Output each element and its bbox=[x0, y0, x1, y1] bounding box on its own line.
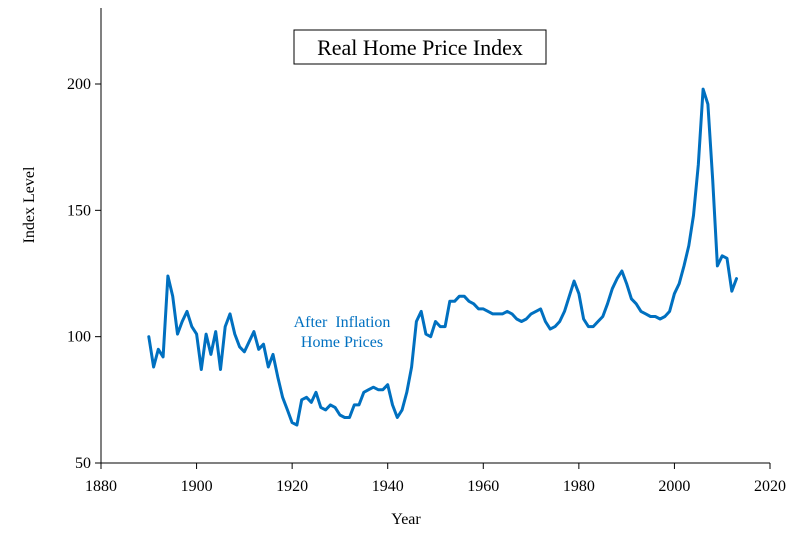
x-ticks: 1880 1900 1920 1940 1960 1980 2000 2020 bbox=[85, 463, 786, 495]
series-line bbox=[147, 87, 738, 427]
x-tick-label: 1960 bbox=[467, 478, 499, 495]
x-tick-label: 1880 bbox=[85, 478, 117, 495]
y-tick-label: 50 bbox=[75, 455, 91, 472]
x-tick-label: 1940 bbox=[372, 478, 404, 495]
x-tick-label: 1900 bbox=[181, 478, 213, 495]
chart-title: Real Home Price Index bbox=[317, 35, 523, 60]
y-tick-label: 100 bbox=[67, 329, 91, 346]
y-ticks: 50 100 150 200 bbox=[67, 76, 101, 472]
y-tick-label: 150 bbox=[67, 202, 91, 219]
annotation-line-1: After Inflation bbox=[294, 314, 391, 331]
x-tick-label: 1920 bbox=[276, 478, 308, 495]
y-axis-title: Index Level bbox=[21, 166, 38, 243]
chart-title-box bbox=[293, 29, 547, 65]
x-axis-title: Year bbox=[391, 511, 421, 528]
x-tick-label: 1980 bbox=[563, 478, 595, 495]
annotation-line-2: Home Prices bbox=[301, 334, 383, 351]
y-tick-label: 200 bbox=[67, 76, 91, 93]
x-tick-label: 2020 bbox=[754, 478, 786, 495]
x-tick-label: 2000 bbox=[658, 478, 690, 495]
